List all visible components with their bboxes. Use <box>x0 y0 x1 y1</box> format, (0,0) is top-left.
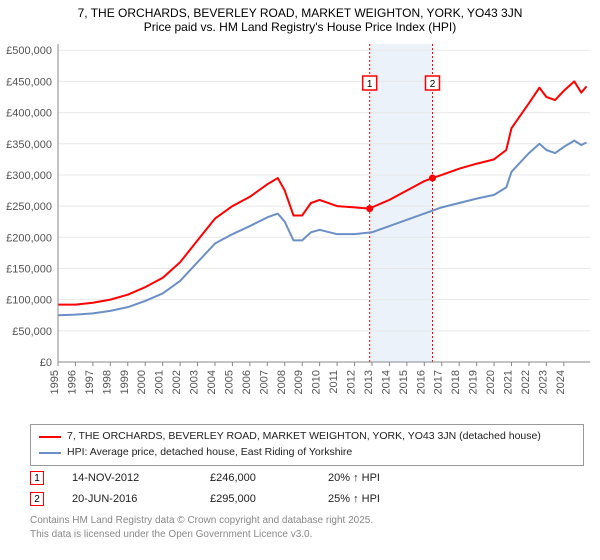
svg-text:2003: 2003 <box>189 370 201 394</box>
svg-text:1: 1 <box>367 79 373 90</box>
line-chart: £0 £50,000 £100,000 £150,000 £200,000 £250,00… <box>0 38 600 418</box>
sale-price: £295,000 <box>210 489 300 510</box>
legend-item: 7, THE ORCHARDS, BEVERLEY ROAD, MARKET W… <box>39 429 575 445</box>
title-line2: Price paid vs. HM Land Registry's House … <box>10 20 590 34</box>
svg-text:2011: 2011 <box>328 370 340 394</box>
svg-text:2006: 2006 <box>241 370 253 394</box>
sale-row: 2 20-JUN-2016 £295,000 25% ↑ HPI <box>30 489 584 510</box>
svg-text:1996: 1996 <box>66 370 78 394</box>
footer-attribution: Contains HM Land Registry data © Crown c… <box>30 514 584 541</box>
svg-text:2023: 2023 <box>537 370 549 394</box>
svg-text:2000: 2000 <box>136 370 148 394</box>
sale-delta: 25% ↑ HPI <box>328 489 380 510</box>
footer-line2: This data is licensed under the Open Gov… <box>30 528 584 542</box>
svg-text:2015: 2015 <box>398 370 410 394</box>
svg-text:2024: 2024 <box>555 370 567 394</box>
legend-label: HPI: Average price, detached house, East… <box>67 445 352 461</box>
svg-text:2008: 2008 <box>276 370 288 394</box>
svg-text:1995: 1995 <box>49 370 61 394</box>
sale-date: 20-JUN-2016 <box>72 489 182 510</box>
title-line1: 7, THE ORCHARDS, BEVERLEY ROAD, MARKET W… <box>10 6 590 20</box>
svg-text:2002: 2002 <box>171 370 183 394</box>
svg-text:1997: 1997 <box>84 370 96 394</box>
svg-text:2001: 2001 <box>154 370 166 394</box>
chart-container: 7, THE ORCHARDS, BEVERLEY ROAD, MARKET W… <box>0 0 600 560</box>
svg-text:2021: 2021 <box>503 370 515 394</box>
svg-text:£500,000: £500,000 <box>6 45 52 57</box>
sale-delta: 20% ↑ HPI <box>328 468 380 489</box>
svg-text:2013: 2013 <box>363 370 375 394</box>
svg-text:£150,000: £150,000 <box>6 263 52 275</box>
sale-marker-num: 1 <box>30 471 44 485</box>
sale-price: £246,000 <box>210 468 300 489</box>
title-block: 7, THE ORCHARDS, BEVERLEY ROAD, MARKET W… <box>0 0 600 36</box>
svg-text:2016: 2016 <box>415 370 427 394</box>
svg-text:2020: 2020 <box>485 370 497 394</box>
legend-swatch <box>39 452 61 454</box>
svg-text:£350,000: £350,000 <box>6 139 52 151</box>
legend-label: 7, THE ORCHARDS, BEVERLEY ROAD, MARKET W… <box>67 429 541 445</box>
svg-text:2012: 2012 <box>346 370 358 394</box>
sales-table: 1 14-NOV-2012 £246,000 20% ↑ HPI 2 20-JUN-201… <box>30 468 584 510</box>
svg-text:2005: 2005 <box>223 370 235 394</box>
footer-line1: Contains HM Land Registry data © Crown c… <box>30 514 584 528</box>
svg-text:£250,000: £250,000 <box>6 201 52 213</box>
svg-text:£200,000: £200,000 <box>6 232 52 244</box>
svg-text:2022: 2022 <box>520 370 532 394</box>
svg-text:2017: 2017 <box>433 370 445 394</box>
svg-text:2019: 2019 <box>468 370 480 394</box>
svg-text:£450,000: £450,000 <box>6 76 52 88</box>
legend-item: HPI: Average price, detached house, East… <box>39 445 575 461</box>
sale-date: 14-NOV-2012 <box>72 468 182 489</box>
sale-marker-num: 2 <box>30 492 44 506</box>
svg-text:2004: 2004 <box>206 370 218 394</box>
svg-text:£300,000: £300,000 <box>6 170 52 182</box>
svg-text:2018: 2018 <box>450 370 462 394</box>
svg-text:1999: 1999 <box>119 370 131 394</box>
svg-text:£100,000: £100,000 <box>6 295 52 307</box>
legend-swatch <box>39 436 61 438</box>
svg-text:£0: £0 <box>40 357 52 369</box>
svg-text:2010: 2010 <box>311 370 323 394</box>
sale-row: 1 14-NOV-2012 £246,000 20% ↑ HPI <box>30 468 584 489</box>
svg-text:2014: 2014 <box>380 370 392 394</box>
legend: 7, THE ORCHARDS, BEVERLEY ROAD, MARKET W… <box>30 424 584 466</box>
svg-text:£400,000: £400,000 <box>6 108 52 120</box>
svg-text:2007: 2007 <box>258 370 270 394</box>
svg-text:2009: 2009 <box>293 370 305 394</box>
svg-text:£50,000: £50,000 <box>12 326 52 338</box>
chart-area: £0 £50,000 £100,000 £150,000 £200,000 £250,00… <box>0 38 600 418</box>
svg-text:1998: 1998 <box>101 370 113 394</box>
svg-text:2: 2 <box>430 79 436 90</box>
